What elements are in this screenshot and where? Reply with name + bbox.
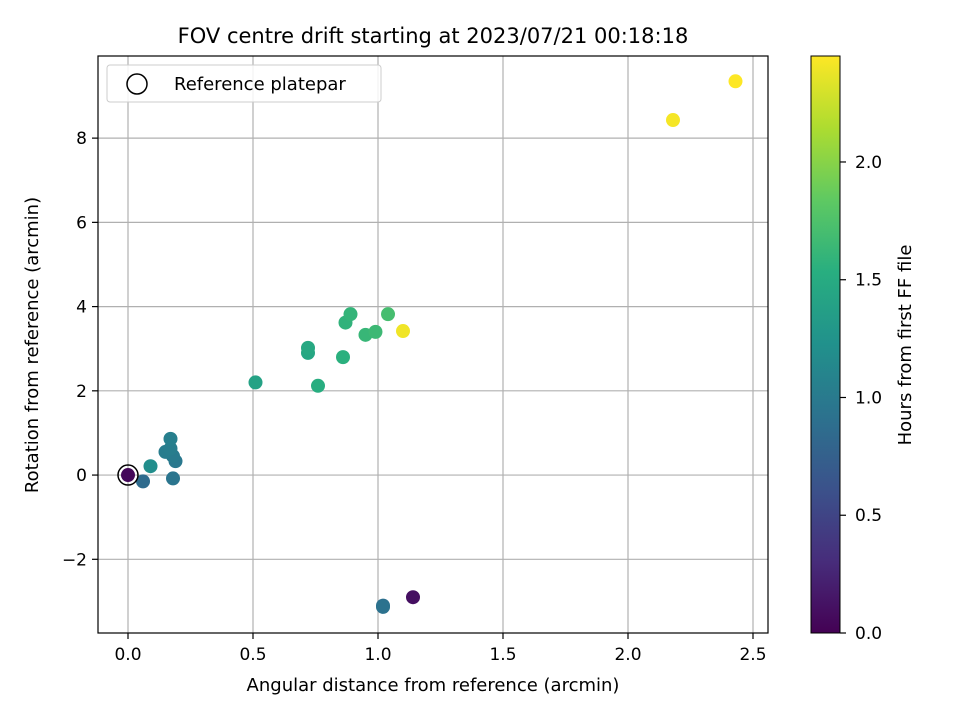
- y-tick-label: 2: [76, 382, 87, 402]
- data-point: [376, 599, 390, 614]
- data-point: [396, 324, 410, 339]
- legend-box: [106, 64, 382, 103]
- data-point: [248, 375, 263, 390]
- x-tick-label: 1.5: [489, 645, 516, 665]
- legend-entry-reference: Reference platepar: [174, 74, 346, 95]
- colorbar-tick-label: 1.0: [855, 388, 882, 408]
- data-point: [666, 113, 680, 128]
- data-point: [728, 74, 743, 89]
- reference-marker: [117, 464, 139, 486]
- reference-point: [117, 464, 139, 486]
- y-axis-ticks: −2 0 2 4 6 8: [62, 129, 98, 570]
- colorbar: 0.0 0.5 1.0 1.5 2.0 Hours from first FF file: [810, 55, 916, 644]
- data-points: [121, 74, 743, 614]
- data-point: [406, 590, 420, 605]
- data-point: [166, 471, 180, 486]
- y-tick-label: 4: [76, 298, 87, 318]
- y-tick-label: 8: [76, 129, 87, 149]
- colorbar-gradient: [810, 55, 841, 634]
- chart-title: FOV centre drift starting at 2023/07/21 …: [178, 24, 689, 48]
- colorbar-tick-label: 2.0: [855, 153, 882, 173]
- x-axis-ticks: 0.0 0.5 1.0 1.5 2.0 2.5: [114, 633, 767, 665]
- data-point: [368, 324, 383, 339]
- x-tick-label: 0.0: [114, 645, 141, 665]
- x-tick-label: 2.5: [739, 645, 766, 665]
- legend-marker-icon: [126, 73, 148, 95]
- y-tick-label: 6: [76, 213, 87, 233]
- data-point: [381, 307, 395, 322]
- legend: Reference platepar: [106, 64, 382, 103]
- y-tick-label: −2: [62, 550, 87, 570]
- colorbar-tick-label: 1.5: [855, 271, 882, 291]
- y-axis-label: Rotation from reference (arcmin): [22, 197, 43, 493]
- grid-lines: [98, 56, 768, 633]
- data-point: [301, 340, 315, 355]
- plot-frame: [97, 55, 769, 634]
- data-point: [143, 459, 158, 474]
- colorbar-ticks: 0.0 0.5 1.0 1.5 2.0: [840, 153, 882, 644]
- colorbar-tick-label: 0.5: [855, 506, 882, 526]
- colorbar-label: Hours from first FF file: [895, 245, 916, 446]
- x-tick-label: 2.0: [614, 645, 641, 665]
- y-tick-label: 0: [76, 466, 87, 486]
- data-point: [163, 431, 178, 446]
- data-point: [343, 307, 358, 322]
- data-point: [163, 441, 178, 456]
- x-tick-label: 0.5: [239, 645, 266, 665]
- colorbar-tick-label: 0.0: [855, 624, 882, 644]
- data-point: [136, 474, 150, 489]
- data-point: [121, 468, 135, 483]
- x-tick-label: 1.0: [364, 645, 391, 665]
- x-axis-label: Angular distance from reference (arcmin): [247, 675, 620, 696]
- data-point: [311, 378, 325, 393]
- data-point: [336, 350, 350, 365]
